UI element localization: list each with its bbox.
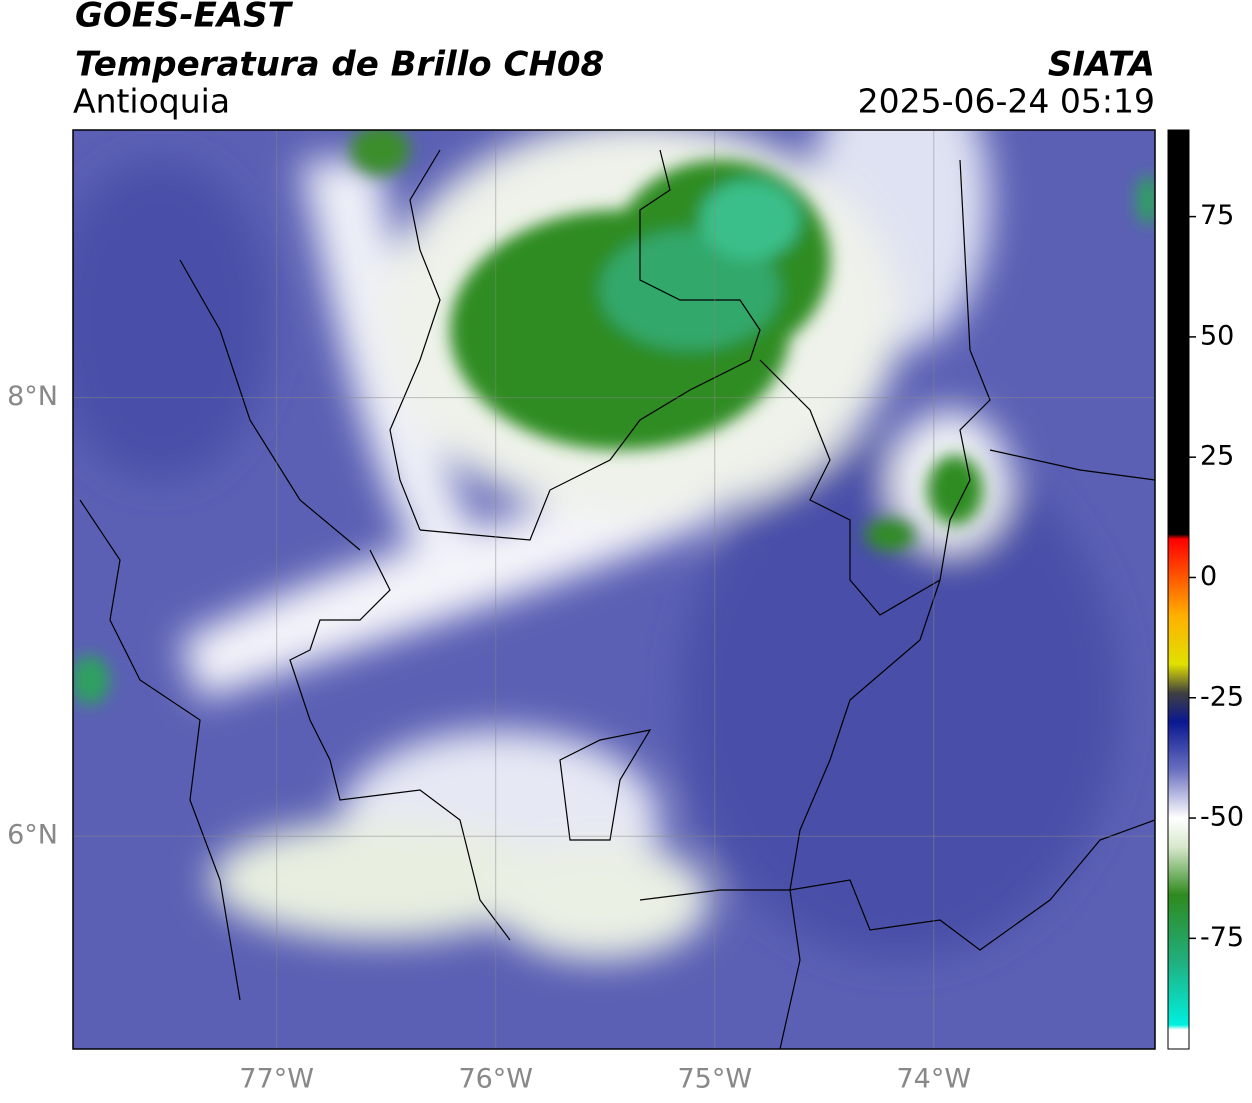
title: GOES-EAST bbox=[75, 0, 294, 36]
x-tick-label: 76°W bbox=[458, 1064, 533, 1095]
x-tick-label: 75°W bbox=[677, 1064, 752, 1095]
subtitle: Temperatura de Brillo CH08 bbox=[75, 45, 604, 85]
colorbar bbox=[1167, 129, 1190, 1050]
satellite-image bbox=[73, 130, 1155, 1049]
region: Antioquia bbox=[73, 82, 230, 121]
x-tick-label: 77°W bbox=[239, 1064, 314, 1095]
y-tick-label: 8°N bbox=[7, 381, 58, 412]
x-tick-label: 74°W bbox=[897, 1064, 972, 1095]
colorbar-tick-label: -75 bbox=[1200, 922, 1244, 953]
y-tick-label: 6°N bbox=[7, 820, 58, 851]
source: SIATA bbox=[1048, 45, 1155, 85]
map-frame bbox=[72, 129, 1156, 1050]
colorbar-tick-label: -50 bbox=[1200, 802, 1244, 833]
colorbar-tick-label: -25 bbox=[1200, 681, 1244, 712]
colorbar-tick-label: 25 bbox=[1200, 441, 1234, 472]
colorbar-tick-label: 50 bbox=[1200, 320, 1234, 351]
colorbar-tick-label: 75 bbox=[1200, 200, 1234, 231]
datetime: 2025-06-24 05:19 bbox=[858, 82, 1155, 121]
colorbar-tick-label: 0 bbox=[1200, 561, 1217, 592]
